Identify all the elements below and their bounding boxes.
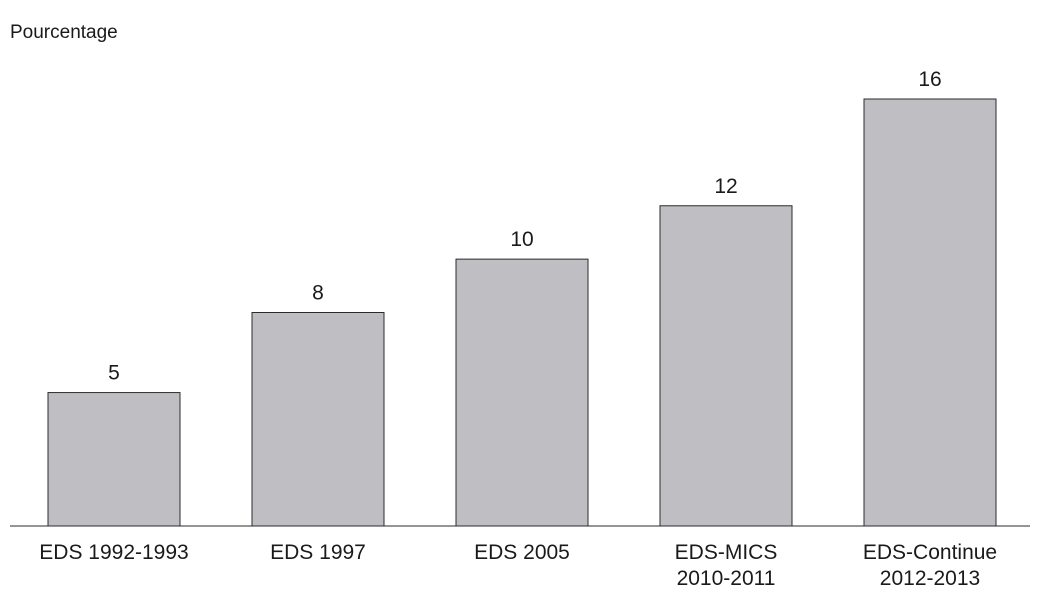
value-labels-group: 5 8 10 12 16 [108, 68, 942, 385]
category-labels-group: EDS 1992-1993 EDS 1997 EDS 2005 EDS-MICS 201… [39, 541, 997, 590]
category-label-0: EDS 1992-1993 [39, 541, 188, 564]
category-label-3-line-0: EDS-MICS [675, 541, 778, 564]
category-label-4-line-0: EDS-Continue [863, 541, 997, 564]
category-label-4-line-1: 2012-2013 [880, 567, 980, 590]
category-label-3-line-1: 2010-2011 [677, 567, 776, 590]
y-axis-label: Pourcentage [10, 22, 118, 43]
value-label-4: 16 [918, 68, 941, 91]
bar-0 [47, 392, 181, 527]
bar-3 [659, 205, 793, 527]
bar-4 [863, 98, 997, 527]
bars-group [47, 98, 997, 527]
value-label-1: 8 [312, 282, 324, 305]
bar-1 [251, 312, 385, 527]
value-label-0: 5 [108, 362, 120, 385]
value-label-2: 10 [510, 228, 533, 251]
category-label-2: EDS 2005 [474, 541, 570, 564]
bar-2 [455, 258, 589, 527]
value-label-3: 12 [714, 175, 737, 198]
category-label-1: EDS 1997 [270, 541, 366, 564]
